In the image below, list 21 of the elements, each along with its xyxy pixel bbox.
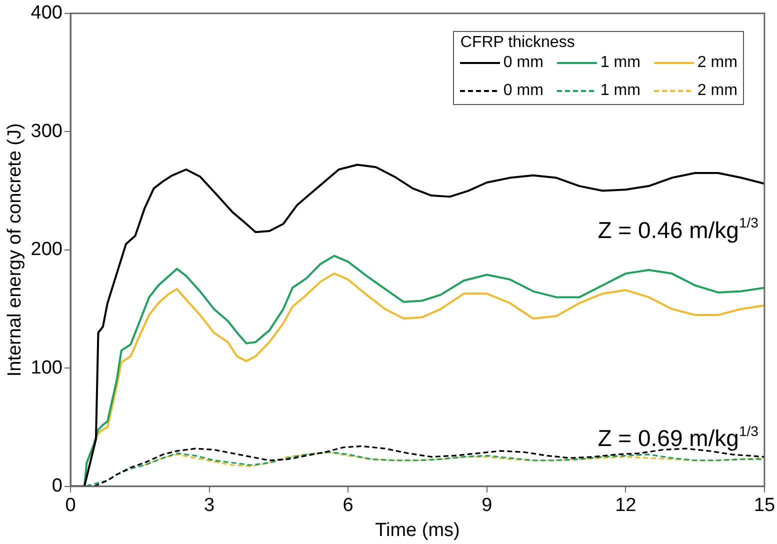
x-tick-label: 3 bbox=[204, 495, 215, 516]
y-axis-title: Internal energy of concrete (J) bbox=[4, 123, 26, 377]
y-tick-label: 0 bbox=[52, 476, 62, 497]
x-tick-label: 6 bbox=[342, 495, 354, 516]
y-tick-label: 400 bbox=[30, 2, 62, 24]
legend-label: 1 mm bbox=[600, 82, 640, 100]
legend-label: 2 mm bbox=[697, 54, 738, 72]
y-tick-label: 300 bbox=[30, 120, 62, 142]
y-tick-label: 200 bbox=[30, 239, 62, 260]
x-tick-label: 15 bbox=[754, 495, 776, 516]
legend-label: 2 mm bbox=[697, 82, 738, 100]
x-tick-label: 9 bbox=[482, 495, 492, 516]
line-series bbox=[144, 451, 764, 468]
x-tick-label: 12 bbox=[615, 495, 636, 516]
legend-label: 0 mm bbox=[503, 54, 544, 72]
x-axis-title: Time (ms) bbox=[375, 520, 460, 541]
legend-label: 0 mm bbox=[503, 82, 544, 100]
legend-label: 1 mm bbox=[600, 54, 640, 72]
legend-title: CFRP thickness bbox=[460, 34, 576, 52]
x-tick-label: 0 bbox=[65, 495, 76, 516]
y-tick-label: 100 bbox=[30, 357, 62, 378]
